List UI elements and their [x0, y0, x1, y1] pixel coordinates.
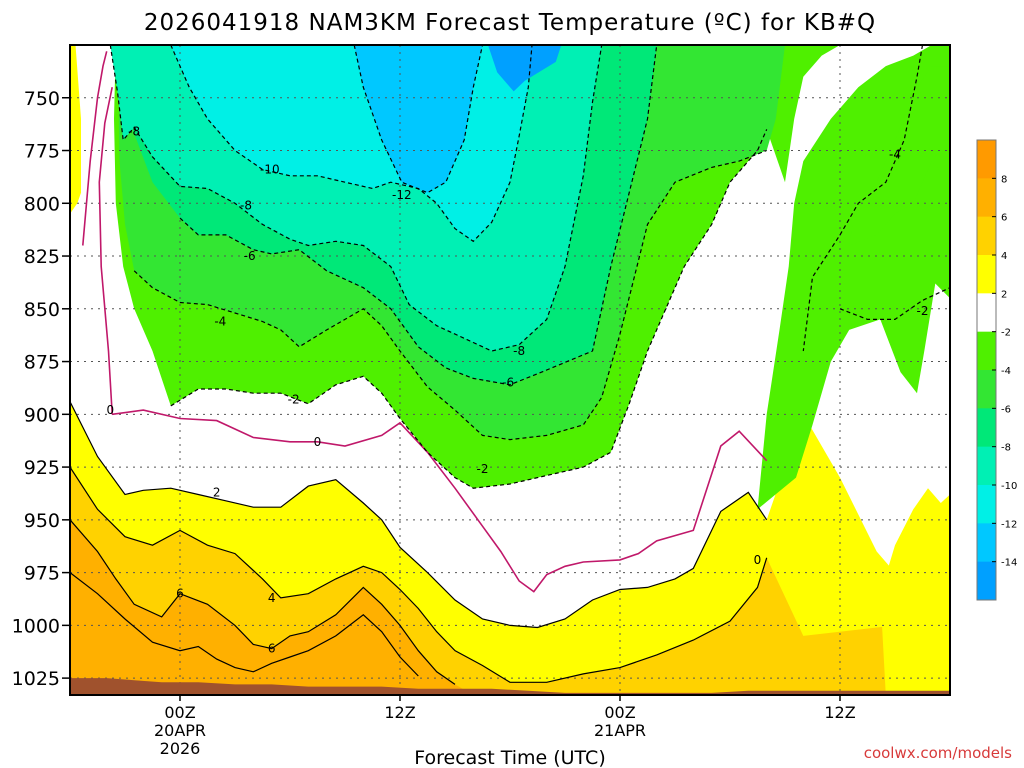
- site-credit: coolwx.com/models: [864, 744, 1012, 762]
- y-tick-label-950: 950: [24, 510, 60, 532]
- contour--4-13: [802, 45, 924, 352]
- fill-band-8-plus: [70, 572, 437, 695]
- colorbar-bin--10: [977, 446, 996, 486]
- colorbar-label-6: -6: [1001, 404, 1011, 415]
- contour-label-8: -2: [288, 393, 300, 407]
- contour-label-3: -8: [240, 198, 252, 212]
- fill-band-right-minus4: [849, 66, 950, 246]
- y-tick-label-800: 800: [24, 193, 60, 215]
- contour-label-13: 2: [213, 485, 221, 499]
- contour-label-12: 0: [754, 553, 762, 567]
- contour-label-16: 6: [268, 642, 276, 656]
- colorbar-bin-2: [977, 255, 996, 294]
- y-tick-label-900: 900: [24, 404, 60, 426]
- x-tick-label-6-2: 2026: [160, 739, 201, 758]
- contour-6-5: [70, 519, 456, 685]
- fill-band-right-warm: [880, 488, 950, 695]
- y-tick-label-875: 875: [24, 352, 60, 374]
- y-tick-label-775: 775: [24, 141, 60, 163]
- contour-label-2: -12: [392, 188, 412, 202]
- colorbar-bin--2: [977, 293, 996, 333]
- contour--2-14: [839, 287, 950, 320]
- contour-8-6: [70, 572, 419, 677]
- x-tick-label-6-1: 20APR: [154, 721, 206, 740]
- colorbar-label-2: 4: [1001, 251, 1007, 262]
- contour-label-10: 0: [107, 403, 115, 417]
- colorbar-bin-4: [977, 216, 996, 256]
- colorbar-bin--16: [977, 561, 996, 601]
- x-axis-title: Forecast Time (UTC): [414, 747, 605, 768]
- contour-label-14: 4: [268, 591, 276, 605]
- chart-title: 2026041918 NAM3KM Forecast Temperature (…: [144, 10, 876, 36]
- x-tick-label-30-0: 00Z: [604, 703, 635, 722]
- colorbar-bin--12: [977, 485, 996, 524]
- contour--6-9: [179, 45, 658, 386]
- plot-area: -8 -10 -12 -8 -6 -4 -8 -6 -2 -2 0 0 0 2 4 6 6 -4 -2: [70, 45, 950, 695]
- contour--4-8: [133, 149, 767, 441]
- contour-2-3: [70, 401, 768, 629]
- colorbar-label-5: -4: [1001, 366, 1011, 377]
- y-tick-label-1000: 1000: [12, 615, 60, 637]
- contour--12-12: [353, 45, 484, 194]
- contour-label-11: 0: [314, 435, 322, 449]
- y-tick-label-975: 975: [24, 563, 60, 585]
- x-tick-label-18-0: 12Z: [384, 703, 415, 722]
- y-tick-label-850: 850: [24, 299, 60, 321]
- contour-label-6: -8: [513, 344, 525, 358]
- colorbar-bin--6: [977, 370, 996, 409]
- colorbar-label-3: 2: [1001, 289, 1007, 300]
- colorbar-label-1: 6: [1001, 213, 1007, 224]
- plot-frame: [69, 44, 951, 696]
- colorbar-bin-6: [977, 178, 996, 218]
- colorbar-label-0: 8: [1001, 174, 1007, 185]
- colorbar-bin--14: [977, 523, 996, 563]
- ground-fill: [70, 678, 950, 695]
- contour-label-0: -8: [128, 125, 140, 139]
- contour--10-11: [170, 45, 533, 243]
- y-tick-label-925: 925: [24, 457, 60, 479]
- contour-4-4: [70, 466, 768, 683]
- y-tick-label-825: 825: [24, 246, 60, 268]
- contour--2-7: [170, 129, 768, 489]
- colorbar-label-9: -12: [1001, 519, 1017, 530]
- contour-0-1: [98, 87, 113, 415]
- contour-0-0: [82, 51, 108, 246]
- contour-label-18: -2: [917, 304, 929, 318]
- colorbar-bin--4: [977, 331, 996, 371]
- colorbar-label-10: -14: [1001, 558, 1017, 569]
- contour--8-10: [109, 45, 603, 352]
- contour-label-4: -6: [244, 249, 256, 263]
- contour-label-17: -4: [889, 148, 901, 162]
- temperature-fills: [70, 45, 950, 695]
- colorbar-label-4: -2: [1001, 328, 1011, 339]
- x-tick-label-30-1: 21APR: [594, 721, 646, 740]
- contour-label-9: -2: [477, 462, 489, 476]
- fill-band-minus12-to-minus14: [354, 45, 483, 193]
- x-tick-label-6-0: 00Z: [164, 703, 195, 722]
- colorbar-bin-8: [977, 140, 996, 179]
- fill-band-left-warm: [70, 45, 81, 214]
- colorbar-label-7: -8: [1001, 443, 1011, 454]
- y-tick-label-1025: 1025: [12, 668, 60, 690]
- fill-band-below-minus14: [488, 45, 562, 92]
- contour-label-1: -10: [260, 163, 280, 177]
- ground-mask: [70, 678, 950, 695]
- x-tick-label-42-0: 12Z: [824, 703, 855, 722]
- contour-label-5: -4: [214, 314, 226, 328]
- contour-0-2: [112, 409, 768, 593]
- y-axis: 750 775 800 825 850 875 900 925 950 975 1000 1025: [12, 88, 70, 690]
- colorbar: 8 6 4 2 -2 -4 -6 -8 -10 -12 -14: [976, 139, 1017, 601]
- contour-label-15: 6: [176, 587, 184, 601]
- contour-lines: [70, 45, 950, 685]
- colorbar-label-8: -10: [1001, 481, 1017, 492]
- colorbar-bin--8: [977, 408, 996, 448]
- contour-labels: -8 -10 -12 -8 -6 -4 -8 -6 -2 -2 0 0 0 2 4 6 6 -4 -2: [107, 125, 929, 656]
- y-tick-label-750: 750: [24, 88, 60, 110]
- contour-label-7: -6: [502, 376, 514, 390]
